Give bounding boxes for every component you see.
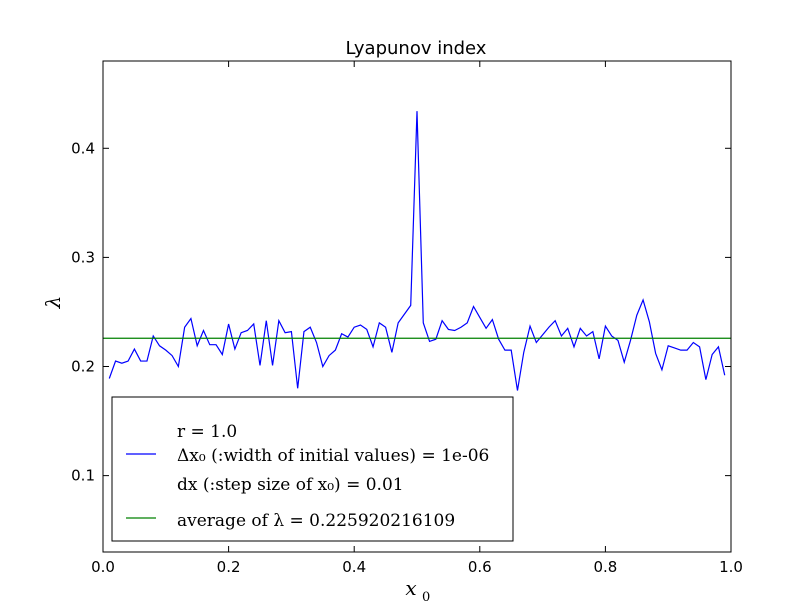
legend-text-average: average of λ = 0.225920216109 [177, 511, 455, 531]
x-tick-label: 0.8 [593, 558, 617, 576]
x-tick-label: 0.2 [217, 558, 241, 576]
ticks-layer: 0.0 0.2 0.4 0.6 0.8 1.0 0.1 0.2 0.3 0.4 [71, 61, 743, 576]
chart-title: Lyapunov index [346, 38, 487, 59]
legend-text-step: dx (:step size of x₀) = 0.01 [177, 475, 404, 495]
plot-frame [102, 60, 732, 553]
legend: r = 1.0 Δx₀ (:width of initial values) =… [111, 396, 514, 542]
x-tick-label: 0.4 [342, 558, 366, 576]
x-axis-label: x 0 [405, 576, 430, 605]
y-axis-label: λ [41, 296, 65, 310]
legend-text-r: r = 1.0 [177, 422, 237, 442]
series-layer [103, 111, 731, 391]
x-tick-label: 0.6 [468, 558, 492, 576]
x-tick-label: 0.0 [91, 558, 115, 576]
legend-text-width: Δx₀ (:width of initial values) = 1e-06 [177, 446, 489, 466]
x-axis-label-subscript: 0 [422, 590, 430, 605]
x-tick-label: 1.0 [719, 558, 743, 576]
y-tick-label: 0.2 [71, 358, 95, 376]
x-axis-label-main: x [405, 576, 416, 600]
y-tick-label: 0.1 [71, 467, 95, 485]
lyapunov-series-line [108, 111, 726, 391]
y-tick-label: 0.4 [71, 139, 95, 157]
legend-box [111, 396, 514, 542]
plot-area [102, 60, 732, 553]
y-tick-label: 0.3 [71, 248, 95, 266]
